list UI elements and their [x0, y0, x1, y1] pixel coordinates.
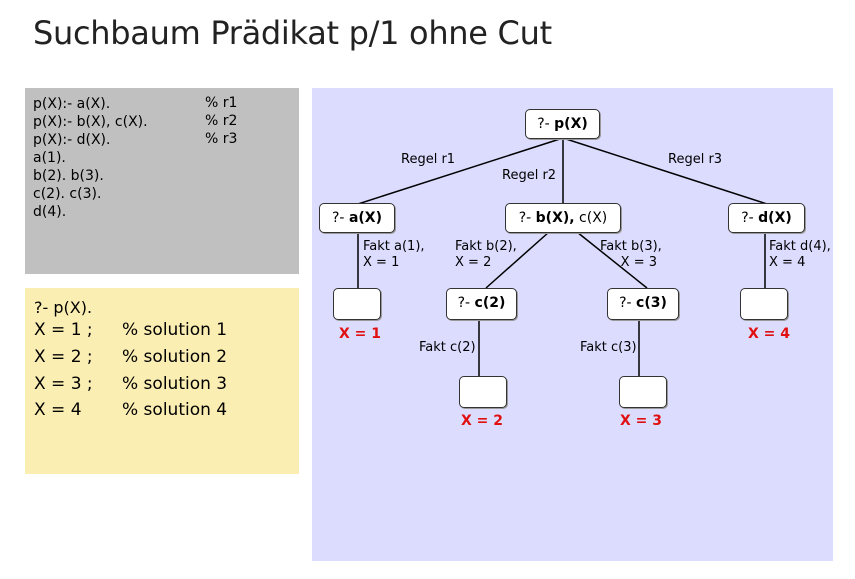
node-rest: c(X) — [574, 210, 608, 226]
program-line: b(2). b(3). — [33, 168, 104, 184]
edge-label-fakt-c2: Fakt c(2) — [419, 340, 476, 355]
node-prefix: ?- — [741, 210, 759, 226]
node-goal: c(2) — [474, 295, 506, 311]
answer-comment: % solution 4 — [122, 400, 228, 420]
result-x2: X = 2 — [461, 413, 504, 429]
node-c2: ?- c(2) — [446, 288, 517, 320]
answer-binding: X = 1 ; — [34, 320, 93, 340]
edge-label-fakt-d: Fakt d(4), X = 4 — [769, 239, 831, 270]
result-x1: X = 1 — [339, 326, 382, 342]
edge-label-fakt-b3: Fakt b(3), X = 3 — [600, 239, 662, 270]
query-text: ?- p(X). — [34, 298, 93, 317]
empty-goal-node — [619, 376, 667, 408]
empty-goal-node — [333, 288, 381, 320]
program-line: d(4). — [33, 204, 67, 220]
program-line: c(2). c(3). — [33, 186, 102, 202]
empty-goal-node — [459, 376, 507, 408]
edge-label-fakt-c3: Fakt c(3) — [580, 340, 637, 355]
program-line: p(X):- b(X), c(X). — [33, 114, 148, 130]
tree-edges — [357, 137, 768, 377]
answer-comment: % solution 3 — [122, 374, 228, 394]
program-panel: p(X):- a(X). p(X):- b(X), c(X). p(X):- d… — [25, 88, 299, 274]
edge-root-d — [562, 137, 768, 205]
search-tree-panel: ?- p(X) Regel r1 Regel r2 Regel r3 ?- a(… — [312, 88, 833, 561]
node-a: ?- a(X) — [319, 203, 395, 233]
answer-binding: X = 2 ; — [34, 347, 93, 367]
node-prefix: ?- — [332, 210, 349, 226]
program-line: p(X):- a(X). — [33, 96, 111, 112]
node-prefix: ?- — [619, 295, 637, 311]
node-goal: b(X), — [535, 210, 575, 226]
program-line: p(X):- d(X). — [33, 132, 111, 148]
program-line: a(1). — [33, 150, 66, 166]
rule-label-r2: Regel r2 — [502, 168, 557, 183]
root-node: ?- p(X) — [525, 109, 600, 139]
rule-comment: % r1 — [205, 95, 238, 111]
rule-comment: % r3 — [205, 131, 238, 147]
edge-root-a — [357, 137, 564, 205]
node-goal: p(X) — [554, 116, 588, 132]
node-d: ?- d(X) — [728, 203, 805, 233]
edge-label-fakt-b2: Fakt b(2), X = 2 — [455, 239, 517, 270]
answer-binding: X = 3 ; — [34, 374, 93, 394]
edge-label-fakt-a: Fakt a(1), X = 1 — [363, 239, 425, 270]
node-goal: c(3) — [636, 295, 667, 311]
result-x4: X = 4 — [748, 326, 791, 342]
node-prefix: ?- — [457, 295, 475, 311]
node-prefix: ?- — [518, 210, 536, 226]
answers-panel: ?- p(X). X = 1 ; % solution 1 X = 2 ; % … — [25, 288, 299, 474]
node-c3: ?- c(3) — [607, 288, 679, 320]
node-goal: a(X) — [348, 210, 382, 226]
empty-goal-node — [740, 288, 788, 320]
node-prefix: ?- — [537, 116, 555, 132]
node-b-c: ?- b(X), c(X) — [505, 203, 621, 233]
rule-label-r1: Regel r1 — [401, 152, 456, 167]
rule-label-r3: Regel r3 — [668, 152, 723, 167]
answer-binding: X = 4 — [34, 400, 82, 420]
edge-b-c2 — [485, 231, 550, 289]
rule-comment: % r2 — [205, 113, 238, 129]
result-x3: X = 3 — [620, 413, 663, 429]
answer-comment: % solution 2 — [122, 347, 228, 367]
node-goal: d(X) — [758, 210, 792, 226]
edge-b-c3 — [576, 231, 648, 289]
page-title: Suchbaum Prädikat p/1 ohne Cut — [33, 14, 552, 52]
answer-comment: % solution 1 — [122, 320, 228, 340]
